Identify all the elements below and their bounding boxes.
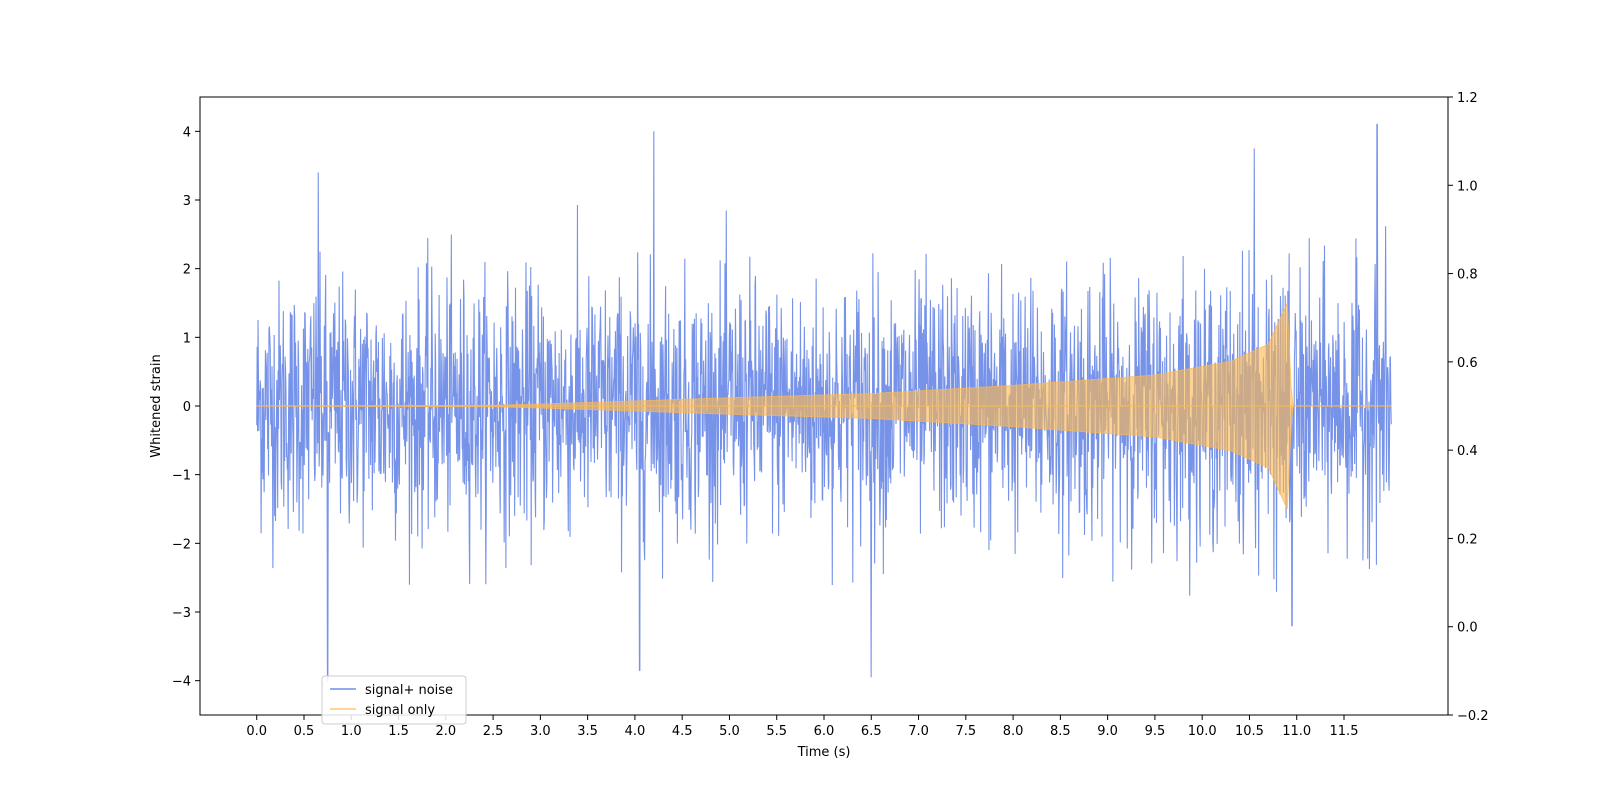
y-tick-label: 3	[183, 194, 191, 209]
x-tick-label: 0.0	[246, 724, 267, 739]
x-tick-label: 11.0	[1282, 724, 1311, 739]
legend-label-signal-noise: signal+ noise	[365, 683, 453, 698]
x-axis-title: Time (s)	[797, 745, 851, 760]
x-tick-label: 6.5	[861, 724, 882, 739]
x-tick-label: 5.5	[766, 724, 787, 739]
legend-label-signal-only: signal only	[365, 703, 435, 718]
legend-box	[321, 675, 467, 725]
y-tick-label: −1	[172, 469, 191, 484]
x-tick-label: 1.5	[388, 724, 409, 739]
series-layer	[256, 123, 1392, 682]
x-tick-label: 1.0	[341, 724, 362, 739]
x-tick-label: 11.5	[1330, 724, 1359, 739]
x-tick-label: 8.5	[1050, 724, 1071, 739]
y2-tick-label: 1.0	[1457, 179, 1478, 194]
x-tick-label: 4.5	[672, 724, 693, 739]
x-tick-label: 9.5	[1145, 724, 1166, 739]
y2-tick-label: 0.2	[1457, 532, 1478, 547]
x-tick-label: 0.5	[294, 724, 315, 739]
x-axis: 0.0 0.5 1.0 1.5 2.0 2.5 3.0 3.5 4.0 4.5 5.0 5.5 6.0 6…	[246, 715, 1358, 739]
y-tick-label: 2	[183, 263, 191, 278]
x-tick-label: 8.0	[1003, 724, 1024, 739]
x-tick-label: 7.5	[955, 724, 976, 739]
y-tick-label: 0	[183, 400, 191, 415]
x-tick-label: 10.5	[1235, 724, 1264, 739]
x-tick-label: 3.5	[577, 724, 598, 739]
y-tick-label: −2	[172, 537, 191, 552]
y-tick-label: 4	[183, 125, 191, 140]
x-tick-label: 5.0	[719, 724, 740, 739]
x-tick-label: 3.0	[530, 724, 551, 739]
y2-tick-label: 1.2	[1457, 91, 1478, 106]
y2-tick-label: 0.4	[1457, 444, 1478, 459]
y-tick-label: −4	[172, 675, 191, 690]
y-tick-label: −3	[172, 606, 191, 621]
plot-area	[256, 123, 1392, 682]
y2-tick-label: −0.2	[1457, 709, 1489, 724]
x-tick-label: 7.0	[908, 724, 929, 739]
y-tick-label: 1	[183, 331, 191, 346]
x-tick-label: 6.0	[814, 724, 835, 739]
y2-tick-label: 0.8	[1457, 268, 1478, 283]
y2-tick-label: 0.0	[1457, 621, 1478, 636]
x-tick-label: 10.0	[1188, 724, 1217, 739]
x-tick-label: 2.0	[435, 724, 456, 739]
y-axis-right: −0.2 0.0 0.2 0.4 0.6 0.8 1.0 1.2	[1448, 91, 1489, 724]
y-axis-left: −4 −3 −2 −1 0 1 2 3 4	[172, 125, 200, 690]
x-tick-label: 4.0	[625, 724, 646, 739]
legend: signal+ noise signal only	[321, 675, 467, 725]
x-tick-label: 2.5	[483, 724, 504, 739]
y-axis-title: Whitened strain	[149, 354, 164, 457]
y2-tick-label: 0.6	[1457, 356, 1478, 371]
x-tick-label: 9.0	[1097, 724, 1118, 739]
